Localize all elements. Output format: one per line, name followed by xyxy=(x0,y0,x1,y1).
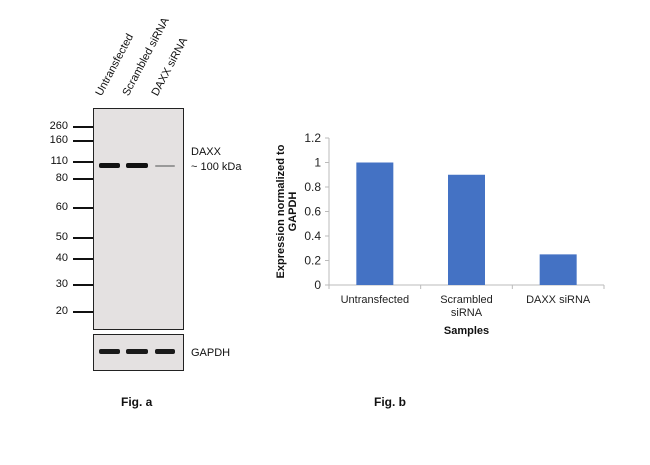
y-tick-label: 0.6 xyxy=(304,205,321,219)
loading-control-label: GAPDH xyxy=(191,347,231,359)
y-tick-label: 0.8 xyxy=(304,180,321,194)
marker-label: 260 xyxy=(49,120,68,132)
marker-tick xyxy=(73,237,93,239)
marker-label: 80 xyxy=(55,172,68,184)
x-axis-title: Samples xyxy=(444,325,489,337)
marker-tick xyxy=(73,161,93,163)
y-tick-label: 1.2 xyxy=(304,131,321,145)
target-size: ~ 100 kDa xyxy=(191,161,242,173)
band xyxy=(99,349,120,354)
blot-panel-daxx xyxy=(93,108,184,330)
bar xyxy=(539,254,577,285)
marker-tick xyxy=(73,207,93,209)
marker-tick xyxy=(73,258,93,260)
marker-tick xyxy=(73,140,93,142)
y-tick-label: 1 xyxy=(314,156,321,170)
y-tick-label: 0.2 xyxy=(304,254,321,268)
marker-label: 20 xyxy=(55,305,68,317)
y-tick-label: 0.4 xyxy=(304,229,321,243)
band xyxy=(155,165,175,167)
marker-tick xyxy=(73,311,93,313)
caption-fig-a: Fig. a xyxy=(121,395,153,409)
bar xyxy=(356,162,394,285)
marker-label: 40 xyxy=(55,252,68,264)
x-tick-label: DAXX siRNA xyxy=(526,294,591,306)
marker-tick xyxy=(73,178,93,180)
band xyxy=(99,163,120,168)
x-tick-label: Scrambled xyxy=(440,294,493,306)
marker-tick xyxy=(73,126,93,128)
target-label: DAXX xyxy=(191,146,221,158)
x-tick-label: siRNA xyxy=(451,307,483,319)
band xyxy=(126,163,148,168)
marker-label: 60 xyxy=(55,201,68,213)
y-tick-label: 0 xyxy=(314,278,321,292)
marker-label: 110 xyxy=(50,155,68,167)
y-axis-title: GAPDH xyxy=(287,192,299,232)
marker-label: 50 xyxy=(55,231,68,243)
band xyxy=(155,349,175,354)
x-tick-label: Untransfected xyxy=(341,294,409,306)
blot-panel-gapdh xyxy=(93,334,184,371)
caption-fig-b: Fig. b xyxy=(374,395,406,409)
marker-label: 30 xyxy=(55,278,68,290)
marker-tick xyxy=(73,284,93,286)
band xyxy=(126,349,148,354)
bar xyxy=(448,174,485,285)
y-axis-title: Expression normalized to xyxy=(275,144,287,278)
marker-label: 160 xyxy=(49,134,68,146)
